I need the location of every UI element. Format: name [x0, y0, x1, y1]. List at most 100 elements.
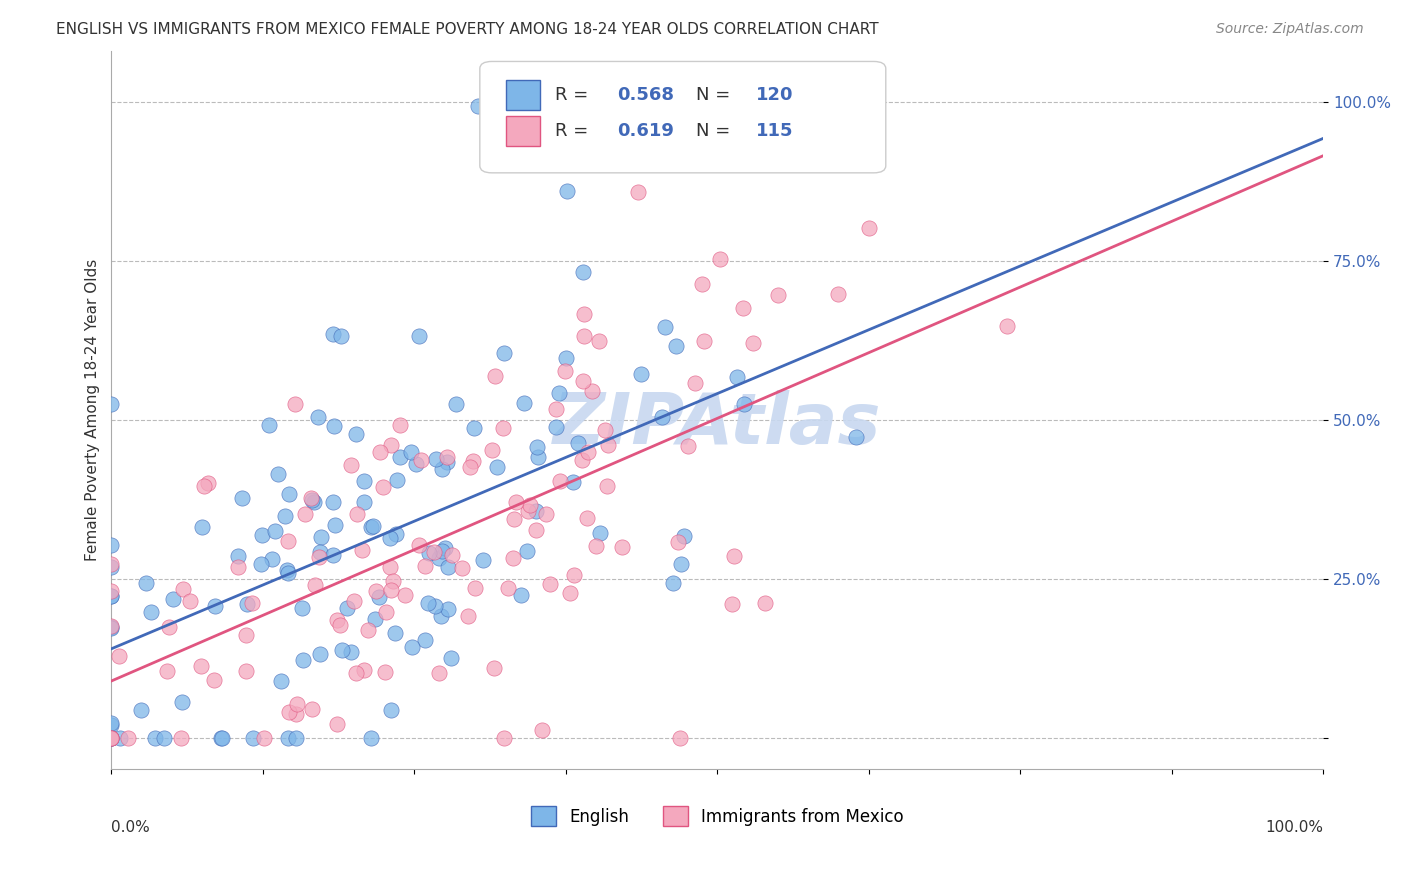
Point — [427, 666, 450, 681]
Point — [544, 401, 567, 416]
Point — [322, 495, 344, 509]
Point — [228, 549, 250, 563]
Point — [264, 524, 287, 538]
Point — [253, 731, 276, 745]
Point — [524, 523, 547, 537]
Point — [170, 731, 193, 745]
Point — [322, 327, 344, 342]
Point — [484, 661, 506, 675]
Point — [364, 584, 387, 599]
Point — [346, 507, 368, 521]
Point — [995, 318, 1018, 333]
Point — [197, 476, 219, 491]
Point — [662, 576, 685, 591]
Point — [284, 396, 307, 410]
Point — [100, 731, 122, 745]
Point — [143, 731, 166, 745]
Point — [437, 602, 460, 616]
Point — [299, 491, 322, 505]
Point — [157, 620, 180, 634]
Point — [572, 265, 595, 279]
Point — [380, 583, 402, 598]
Point — [141, 605, 163, 619]
Point — [100, 718, 122, 732]
Point — [524, 504, 547, 518]
Point — [405, 457, 427, 471]
Point — [467, 99, 489, 113]
FancyBboxPatch shape — [506, 80, 540, 111]
Point — [156, 665, 179, 679]
Point — [329, 329, 352, 343]
Point — [709, 252, 731, 267]
Point — [425, 451, 447, 466]
Point — [654, 319, 676, 334]
Point — [100, 731, 122, 745]
Point — [733, 397, 755, 411]
Point — [408, 538, 430, 552]
Point — [107, 649, 129, 664]
Point — [389, 417, 412, 432]
Point — [353, 495, 375, 509]
Point — [721, 598, 744, 612]
Point — [344, 665, 367, 680]
Point — [135, 575, 157, 590]
Point — [585, 540, 607, 554]
Point — [257, 418, 280, 433]
Point — [129, 703, 152, 717]
Point — [588, 334, 610, 348]
Point — [492, 731, 515, 745]
Point — [110, 731, 132, 745]
Point — [690, 277, 713, 291]
Point — [364, 612, 387, 626]
Point — [554, 364, 576, 378]
Point — [291, 601, 314, 615]
Point — [422, 545, 444, 559]
Point — [336, 600, 359, 615]
Point — [100, 731, 122, 745]
Point — [519, 498, 541, 512]
Point — [235, 628, 257, 642]
Point — [685, 376, 707, 391]
Point — [191, 520, 214, 534]
Point — [430, 462, 453, 476]
Point — [368, 590, 391, 604]
Point — [464, 581, 486, 595]
Point — [250, 528, 273, 542]
Point — [352, 542, 374, 557]
Point — [742, 335, 765, 350]
Point — [394, 588, 416, 602]
Point — [555, 185, 578, 199]
Point — [593, 423, 616, 437]
Point — [380, 438, 402, 452]
Point — [325, 518, 347, 533]
Point — [596, 479, 619, 493]
Point — [440, 650, 463, 665]
Point — [432, 543, 454, 558]
Point — [226, 560, 249, 574]
Point — [845, 430, 868, 444]
Point — [612, 541, 634, 555]
Point — [561, 475, 583, 489]
Point — [240, 596, 263, 610]
Point — [766, 287, 789, 301]
Point — [481, 443, 503, 458]
Point — [436, 450, 458, 465]
Point — [304, 577, 326, 591]
Point — [235, 664, 257, 678]
Point — [190, 658, 212, 673]
Point — [277, 705, 299, 719]
Point — [665, 339, 688, 353]
Point — [461, 454, 484, 468]
Point — [668, 731, 690, 745]
Point — [441, 548, 464, 562]
Text: R =: R = — [555, 122, 593, 140]
Point — [301, 701, 323, 715]
Point — [596, 438, 619, 452]
Point — [725, 369, 748, 384]
Point — [117, 731, 139, 745]
Point — [425, 599, 447, 614]
Point — [277, 731, 299, 745]
Point — [548, 474, 571, 488]
Point — [693, 334, 716, 348]
Point — [277, 566, 299, 581]
